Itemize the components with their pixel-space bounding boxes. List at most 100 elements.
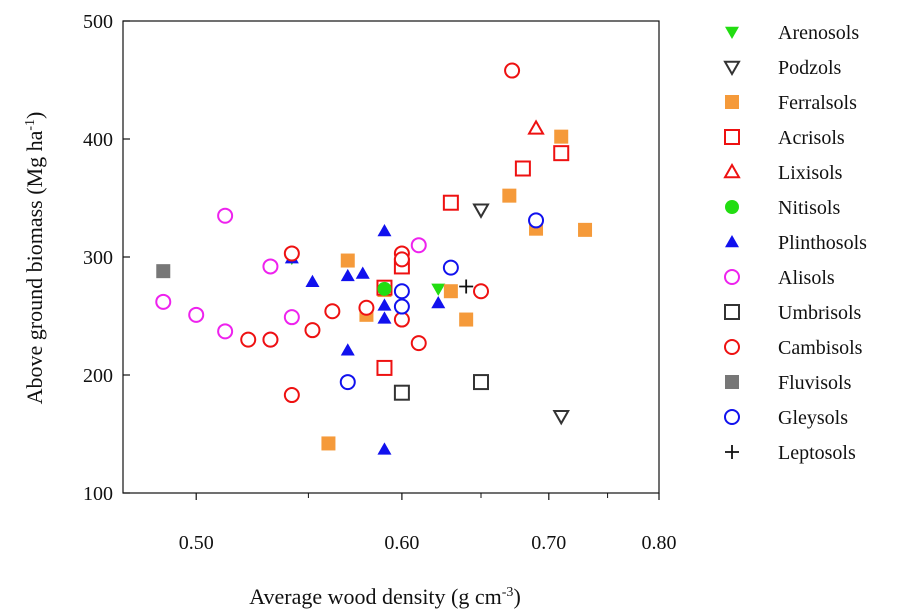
y-axis-title-close: ) <box>22 112 47 119</box>
point-alisols-7 <box>410 237 427 254</box>
point-nitisols-0 <box>377 281 392 296</box>
legend-marker-acrisols <box>724 129 740 145</box>
point-plinthosols-2 <box>340 268 355 282</box>
legend-marker-gleysols <box>724 409 740 425</box>
point-acrisols-4 <box>514 160 531 177</box>
point-lixisols-0 <box>527 119 545 135</box>
legend-label-nitisols: Nitisols <box>778 197 840 219</box>
point-gleysols-3 <box>442 259 459 276</box>
plot-frame <box>122 20 660 494</box>
point-acrisols-5 <box>553 145 570 162</box>
legend-marker-fluvisols <box>725 375 739 389</box>
legend-label-plinthosols: Plinthosols <box>778 232 867 254</box>
legend-label-acrisols: Acrisols <box>778 127 845 149</box>
point-plinthosols-4 <box>355 266 370 279</box>
point-fluvisols-0 <box>156 264 171 279</box>
legend-label-umbrisols: Umbrisols <box>778 302 862 324</box>
point-acrisols-0 <box>376 359 393 376</box>
x-tick-label-1: 0.60 <box>384 532 419 554</box>
point-plinthosols-7 <box>377 311 392 324</box>
point-ferralsols-7 <box>554 129 569 144</box>
point-gleysols-2 <box>393 298 410 315</box>
point-cambisols-1 <box>262 331 279 348</box>
point-ferralsols-9 <box>321 436 336 451</box>
legend-label-fluvisols: Fluvisols <box>778 372 852 394</box>
point-alisols-0 <box>155 293 172 310</box>
point-gleysols-1 <box>393 283 410 300</box>
point-plinthosols-5 <box>377 224 392 237</box>
x-tick-label-3: 0.80 <box>642 532 677 554</box>
legend-label-podzols: Podzols <box>778 57 842 79</box>
point-alisols-3 <box>217 207 234 224</box>
point-plinthosols-6 <box>377 298 392 311</box>
point-gleysols-4 <box>528 212 545 229</box>
point-alisols-4 <box>262 258 279 275</box>
point-cambisols-3 <box>283 387 300 404</box>
point-leptosols-0 <box>459 279 474 294</box>
x-axis-title-text: Average wood density (g cm <box>249 584 502 609</box>
legend-marker-alisols <box>724 269 740 285</box>
point-alisols-2 <box>217 323 234 340</box>
point-acrisols-3 <box>442 194 459 211</box>
legend-marker-arenosols <box>725 26 739 39</box>
point-arenosols-2 <box>431 283 446 296</box>
point-cambisols-11 <box>473 283 490 300</box>
legend-label-arenosols: Arenosols <box>778 22 859 44</box>
point-cambisols-8 <box>393 251 410 268</box>
point-cambisols-4 <box>304 322 321 339</box>
point-ferralsols-0 <box>340 253 355 268</box>
legend-marker-leptosols <box>725 445 739 459</box>
y-tick-label-3: 400 <box>83 129 113 151</box>
legend-marker-ferralsols <box>725 95 739 109</box>
legend-label-cambisols: Cambisols <box>778 337 863 359</box>
x-axis-title-close: ) <box>513 584 520 609</box>
legend-label-lixisols: Lixisols <box>778 162 843 184</box>
point-alisols-1 <box>188 306 205 323</box>
point-ferralsols-5 <box>502 188 517 203</box>
point-cambisols-0 <box>240 331 257 348</box>
y-axis-title-text: Above ground biomass (Mg ha <box>22 130 47 404</box>
point-plinthosols-3 <box>340 343 355 356</box>
y-axis-title: Above ground biomass (Mg ha-1) <box>22 112 47 405</box>
point-cambisols-12 <box>504 62 521 79</box>
legend-marker-umbrisols <box>724 304 740 320</box>
y-tick-label-4: 500 <box>83 11 113 33</box>
legend: Arenosols Podzols Ferralsols Acrisols Lixiso… <box>723 22 867 464</box>
legend-label-gleysols: Gleysols <box>778 407 848 429</box>
legend-marker-cambisols <box>724 339 740 355</box>
point-ferralsols-4 <box>459 312 474 327</box>
y-tick-label-2: 300 <box>83 247 113 269</box>
point-cambisols-5 <box>324 303 341 320</box>
point-plinthosols-8 <box>377 442 392 455</box>
x-axis-title: Average wood density (g cm-3) <box>249 584 521 609</box>
x-axis-title-superscript: -3 <box>502 585 514 600</box>
point-podzols-1 <box>552 410 570 426</box>
legend-label-ferralsols: Ferralsols <box>778 92 857 114</box>
point-cambisols-2 <box>283 245 300 262</box>
legend-label-leptosols: Leptosols <box>778 442 856 464</box>
x-tick-label-0: 0.50 <box>179 532 214 554</box>
legend-marker-lixisols <box>723 162 741 179</box>
point-cambisols-10 <box>410 335 427 352</box>
point-plinthosols-1 <box>305 274 320 288</box>
point-plinthosols-9 <box>431 296 446 309</box>
point-umbrisols-0 <box>393 384 410 401</box>
point-ferralsols-3 <box>443 284 458 299</box>
point-cambisols-9 <box>393 311 410 328</box>
legend-marker-podzols <box>723 60 741 77</box>
point-podzols-0 <box>472 203 490 219</box>
point-ferralsols-8 <box>578 222 593 237</box>
point-alisols-6 <box>283 309 300 326</box>
x-axis: 0.50 0.60 0.70 0.80 <box>179 493 677 554</box>
y-axis: 100 200 300 400 500 <box>83 11 130 505</box>
legend-marker-nitisols <box>725 200 739 214</box>
point-gleysols-0 <box>339 374 356 391</box>
legend-label-alisols: Alisols <box>778 267 835 289</box>
x-tick-label-2: 0.70 <box>531 532 566 554</box>
y-axis-title-superscript: -1 <box>23 119 38 131</box>
y-tick-label-1: 200 <box>83 365 113 387</box>
data-points <box>155 62 593 455</box>
legend-marker-plinthosols <box>725 235 739 248</box>
point-cambisols-6 <box>358 299 375 316</box>
y-tick-label-0: 100 <box>83 483 113 505</box>
